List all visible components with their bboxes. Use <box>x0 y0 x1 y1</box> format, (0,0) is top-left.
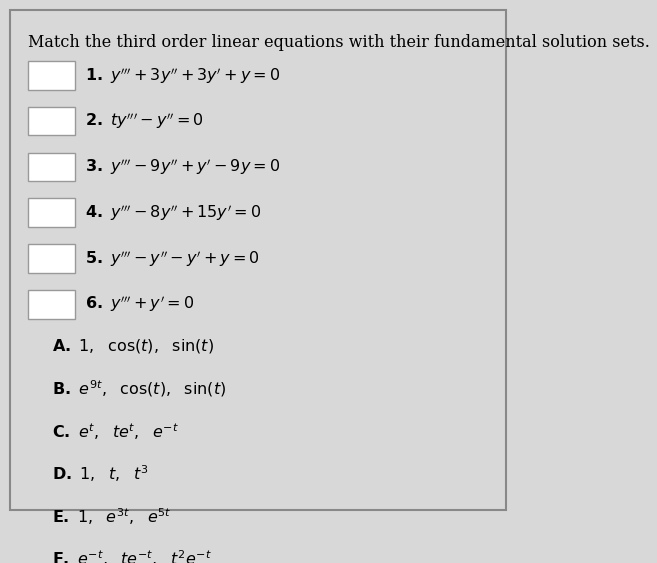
Text: $\mathbf{E.}$ $1,\ \ e^{3t},\ \ e^{5t}$: $\mathbf{E.}$ $1,\ \ e^{3t},\ \ e^{5t}$ <box>52 506 171 527</box>
FancyBboxPatch shape <box>11 10 506 510</box>
Text: $\mathbf{6.}$ $y''' + y' = 0$: $\mathbf{6.}$ $y''' + y' = 0$ <box>85 294 194 314</box>
Text: $\mathbf{4.}$ $y''' - 8y'' + 15y' = 0$: $\mathbf{4.}$ $y''' - 8y'' + 15y' = 0$ <box>85 203 261 223</box>
Text: $\mathbf{D.}$ $1,\ \ t,\ \ t^3$: $\mathbf{D.}$ $1,\ \ t,\ \ t^3$ <box>52 463 148 484</box>
Text: $\mathbf{C.}$ $e^t,\ \ te^t,\ \ e^{-t}$: $\mathbf{C.}$ $e^t,\ \ te^t,\ \ e^{-t}$ <box>52 421 179 441</box>
FancyBboxPatch shape <box>28 61 75 90</box>
Text: $\mathbf{3.}$ $y''' - 9y'' + y' - 9y = 0$: $\mathbf{3.}$ $y''' - 9y'' + y' - 9y = 0… <box>85 157 281 177</box>
FancyBboxPatch shape <box>28 153 75 181</box>
FancyBboxPatch shape <box>28 244 75 273</box>
FancyBboxPatch shape <box>28 198 75 227</box>
Text: $\mathbf{F.}$ $e^{-t},\ \ te^{-t},\ \ t^2e^{-t}$: $\mathbf{F.}$ $e^{-t},\ \ te^{-t},\ \ t^… <box>52 549 212 563</box>
Text: $\mathbf{1.}$ $y''' + 3y'' + 3y' + y = 0$: $\mathbf{1.}$ $y''' + 3y'' + 3y' + y = 0… <box>85 65 281 86</box>
Text: Match the third order linear equations with their fundamental solution sets.: Match the third order linear equations w… <box>28 34 650 51</box>
Text: $\mathbf{A.}$ $1,\ \ \cos(t),\ \ \sin(t)$: $\mathbf{A.}$ $1,\ \ \cos(t),\ \ \sin(t)… <box>52 337 214 355</box>
FancyBboxPatch shape <box>28 107 75 136</box>
Text: $\mathbf{B.}$ $e^{9t},\ \ \cos(t),\ \ \sin(t)$: $\mathbf{B.}$ $e^{9t},\ \ \cos(t),\ \ \s… <box>52 378 226 399</box>
Text: $\mathbf{2.}$ $ty''' - y'' = 0$: $\mathbf{2.}$ $ty''' - y'' = 0$ <box>85 111 204 131</box>
Text: $\mathbf{5.}$ $y''' - y'' - y' + y = 0$: $\mathbf{5.}$ $y''' - y'' - y' + y = 0$ <box>85 248 260 269</box>
FancyBboxPatch shape <box>28 290 75 319</box>
